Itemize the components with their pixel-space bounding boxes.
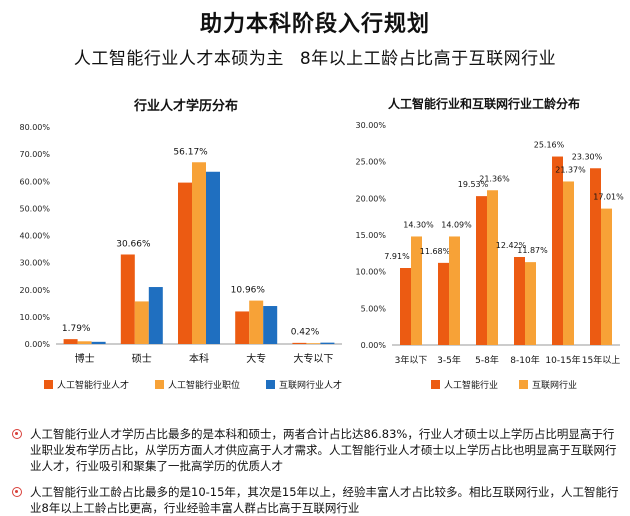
data-label: 56.17% — [173, 147, 208, 157]
bar — [320, 342, 335, 344]
x-tick-label: 15年以上 — [582, 354, 620, 366]
bar — [91, 341, 106, 344]
chart-title: 人工智能行业和互联网行业工龄分布 — [388, 96, 580, 111]
y-tick-label: 40.00% — [19, 232, 50, 241]
bar — [411, 236, 422, 345]
data-label: 21.37% — [555, 165, 586, 174]
y-tick-label: 20.00% — [355, 194, 386, 203]
x-tick-label: 博士 — [75, 352, 95, 365]
bar — [449, 236, 460, 345]
x-tick-label: 8-10年 — [510, 354, 539, 366]
y-tick-label: 70.00% — [19, 150, 50, 159]
data-label: 25.16% — [534, 141, 565, 150]
y-tick-label: 5.00% — [361, 304, 387, 313]
bar — [563, 181, 574, 345]
bar — [249, 300, 264, 344]
bullet-text: 人工智能行业人才学历占比最多的是本科和硕士，两者合计占比达86.83%，行业人才… — [30, 427, 617, 473]
bar — [400, 268, 411, 345]
bullet-icon — [12, 487, 22, 497]
bar — [514, 257, 525, 345]
subtitle-right: 8年以上工龄占比高于互联网行业 — [299, 49, 557, 69]
x-tick-label: 大专以下 — [293, 352, 333, 365]
education-distribution-chart: 行业人才学历分布 0.00% 10.00% 20.00% 30.00% 40.00% 50.… — [19, 98, 342, 391]
data-label: 11.87% — [517, 246, 548, 255]
data-label: 23.30% — [572, 152, 603, 161]
bar — [263, 306, 278, 344]
legend-label: 人工智能行业 — [444, 379, 498, 391]
bar — [292, 342, 307, 344]
x-tick-label: 10-15年 — [545, 354, 580, 366]
y-tick-label: 60.00% — [19, 177, 50, 186]
bar — [476, 196, 487, 345]
bar — [306, 343, 321, 344]
page-subtitle: 人工智能行业人才本硕为主 8年以上工龄占比高于互联网行业 — [0, 44, 630, 69]
legend-label: 互联网行业 — [532, 379, 577, 391]
y-tick-label: 10.00% — [355, 268, 386, 277]
y-tick-label: 30.00% — [355, 121, 386, 130]
subtitle-left: 人工智能行业人才本硕为主 — [73, 49, 284, 69]
x-tick-label: 本科 — [189, 352, 209, 365]
data-label: 10.96% — [231, 286, 266, 296]
page-title: 助力本科阶段入行规划 — [199, 12, 430, 37]
data-label: 7.91% — [384, 252, 410, 261]
bar — [525, 262, 536, 345]
legend-swatch — [155, 380, 164, 389]
bar — [134, 301, 149, 344]
insight-bullet-education: 人工智能行业人才学历占比最多的是本科和硕士，两者合计占比达86.83%，行业人才… — [12, 426, 620, 474]
legend-label: 互联网行业人才 — [279, 379, 342, 391]
bar — [601, 208, 612, 345]
bar — [552, 156, 563, 345]
tenure-distribution-chart: 人工智能行业和互联网行业工龄分布 0.00% 5.00% 10.00% 15.00% 20… — [355, 96, 624, 391]
bar — [235, 311, 250, 344]
bullet-text: 人工智能行业工龄占比最多的是10-15年，其次是15年以上，经验丰富人才占比较多… — [30, 485, 619, 515]
chart-title: 行业人才学历分布 — [133, 98, 238, 114]
data-label: 30.66% — [116, 239, 151, 249]
y-tick-label: 20.00% — [19, 286, 50, 295]
bar — [438, 262, 449, 345]
legend-swatch — [519, 380, 528, 389]
bar — [148, 287, 163, 344]
y-tick-label: 10.00% — [19, 313, 50, 322]
bar — [120, 254, 135, 344]
x-tick-label: 硕士 — [132, 352, 152, 365]
legend-label: 人工智能行业人才 — [57, 379, 129, 391]
x-tick-label: 5-8年 — [475, 354, 499, 366]
y-tick-label: 80.00% — [19, 123, 50, 132]
bar — [192, 162, 206, 344]
data-label: 19.53% — [458, 180, 489, 189]
x-tick-label: 3-5年 — [437, 354, 461, 366]
y-tick-label: 25.00% — [355, 158, 386, 167]
data-label: 12.42% — [496, 241, 527, 250]
bar — [487, 190, 498, 345]
x-tick-label: 3年以下 — [395, 354, 428, 366]
y-tick-label: 0.00% — [361, 341, 387, 350]
y-tick-label: 0.00% — [25, 340, 51, 349]
bar — [178, 182, 192, 344]
bar — [77, 341, 92, 344]
data-label: 0.42% — [291, 328, 320, 338]
legend-swatch — [44, 380, 53, 389]
data-label: 14.30% — [403, 220, 434, 229]
legend-swatch — [431, 380, 440, 389]
data-label: 11.68% — [420, 247, 451, 256]
x-tick-label: 大专 — [246, 352, 266, 365]
data-label: 21.36% — [479, 174, 510, 183]
y-tick-label: 30.00% — [19, 259, 50, 268]
legend-swatch — [266, 380, 275, 389]
data-label: 1.79% — [62, 324, 91, 334]
legend-label: 人工智能行业职位 — [168, 379, 240, 391]
bar — [206, 171, 220, 344]
data-label: 17.01% — [593, 193, 624, 202]
insight-bullet-tenure: 人工智能行业工龄占比最多的是10-15年，其次是15年以上，经验丰富人才占比较多… — [12, 484, 620, 516]
y-tick-label: 15.00% — [355, 231, 386, 240]
bar — [590, 168, 601, 345]
bar — [63, 339, 78, 344]
bullet-icon — [12, 429, 22, 439]
y-tick-label: 50.00% — [19, 204, 50, 213]
data-label: 14.09% — [441, 220, 472, 229]
